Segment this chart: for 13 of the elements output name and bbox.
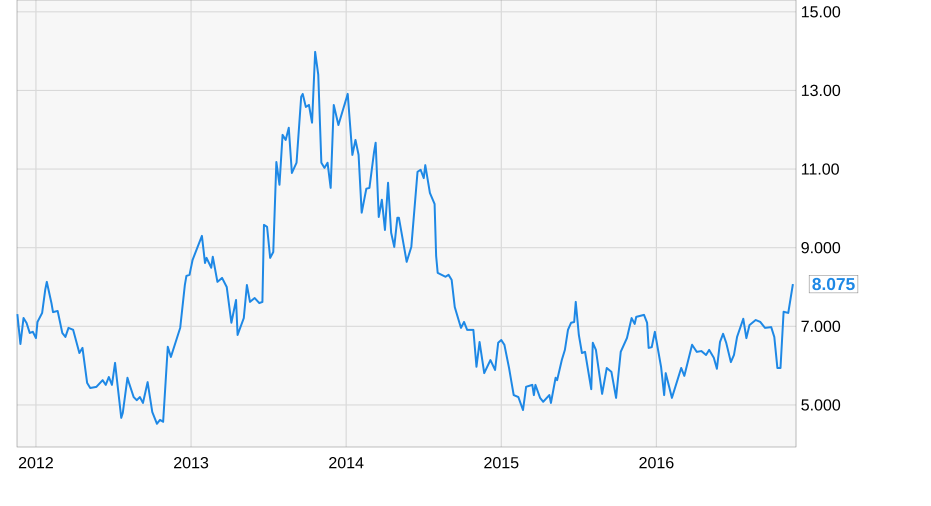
x-tick-label: 2014: [329, 457, 364, 468]
y-tick-label: 15.00: [802, 6, 840, 18]
annotation: 8.075: [812, 278, 855, 290]
line-series: [16, 50, 794, 425]
y-tick-label: 7.000: [802, 320, 840, 332]
x-tick-label: 2015: [484, 457, 518, 468]
y-tick-label: 5.000: [801, 399, 840, 411]
x-tick-label: 2016: [639, 457, 674, 468]
x-tick-label: 2013: [174, 457, 208, 468]
y-tick-label: 13.00: [802, 84, 840, 96]
y-tick-label: 11.00: [802, 163, 839, 175]
x-tick-label: 2012: [18, 457, 53, 468]
y-tick-label: 9.000: [801, 242, 840, 254]
